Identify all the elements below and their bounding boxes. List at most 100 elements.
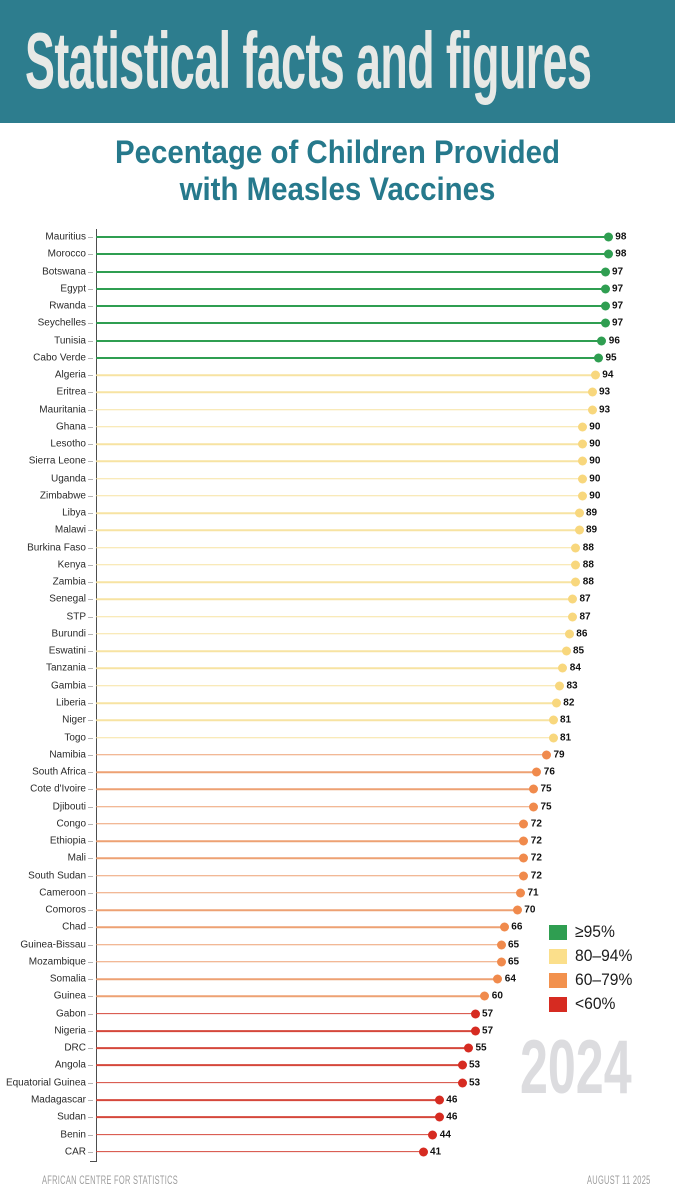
value-label: 81 xyxy=(560,732,572,744)
country-label: Congo xyxy=(56,818,86,830)
lollipop-line xyxy=(96,460,583,463)
lollipop-dot xyxy=(548,715,558,725)
row-tick xyxy=(88,236,93,238)
row-tick xyxy=(88,703,93,704)
lollipop-line xyxy=(96,477,583,480)
row-tick xyxy=(88,1134,93,1136)
chart-row: Cameroon 71 xyxy=(0,884,675,901)
country-label: Burundi xyxy=(51,628,86,640)
row-tick xyxy=(88,254,93,256)
lollipop-dot xyxy=(555,681,564,691)
value-label: 95 xyxy=(605,352,617,364)
country-label: Uganda xyxy=(50,473,86,485)
lollipop-line xyxy=(96,667,563,670)
lollipop-line xyxy=(96,305,605,308)
lollipop-dot xyxy=(434,1095,444,1105)
value-label: 97 xyxy=(612,266,624,277)
value-label: 98 xyxy=(615,248,627,260)
legend-item: ≥95% xyxy=(549,920,637,944)
value-label: 87 xyxy=(579,611,591,623)
country-label: Cote d'Ivoire xyxy=(30,783,86,795)
value-label: 72 xyxy=(530,835,542,847)
row-tick xyxy=(88,910,93,912)
lollipop-line xyxy=(96,598,573,601)
lollipop-line xyxy=(96,443,583,445)
country-label: Senegal xyxy=(49,593,86,605)
chart-row: Guinea 60 xyxy=(0,988,675,1005)
value-label: 88 xyxy=(582,559,594,571)
value-label: 81 xyxy=(560,714,572,726)
lollipop-line xyxy=(96,788,534,791)
country-label: South Sudan xyxy=(28,870,86,882)
legend-label: 80–94% xyxy=(575,946,633,965)
legend-swatch xyxy=(549,972,567,988)
lollipop-line xyxy=(96,322,605,325)
row-tick xyxy=(88,685,93,687)
country-label: Madagascar xyxy=(30,1094,86,1106)
lollipop-line xyxy=(96,633,570,635)
row-tick xyxy=(88,616,93,618)
chart-row: Uganda 90 xyxy=(0,470,675,487)
lollipop-line xyxy=(96,1064,462,1067)
chart-row: Somalia 64 xyxy=(0,971,675,988)
lollipop-line xyxy=(96,1133,433,1136)
row-tick xyxy=(88,357,93,359)
value-label: 90 xyxy=(589,455,601,467)
value-label: 90 xyxy=(589,490,601,502)
country-label: Benin xyxy=(60,1129,86,1140)
chart-title-line2: with Measles Vaccines xyxy=(179,171,496,207)
value-label: 89 xyxy=(586,507,598,519)
lollipop-line xyxy=(96,978,498,980)
country-label: Algeria xyxy=(54,369,86,381)
country-label: Sudan xyxy=(57,1111,86,1123)
lollipop-line xyxy=(96,874,524,877)
row-tick xyxy=(88,599,93,601)
lollipop-line xyxy=(96,339,602,342)
value-label: 87 xyxy=(579,593,591,605)
lollipop-dot xyxy=(457,1078,467,1088)
chart-row: Gambia 83 xyxy=(0,677,675,694)
lollipop-line xyxy=(96,581,576,583)
value-label: 85 xyxy=(573,645,585,657)
row-tick xyxy=(88,306,93,308)
lollipop-line xyxy=(96,805,534,808)
lollipop-dot xyxy=(600,284,610,294)
lollipop-dot xyxy=(529,784,538,794)
lollipop-dot xyxy=(574,525,584,535)
country-label: Liberia xyxy=(55,697,86,709)
country-label: STP xyxy=(66,611,86,623)
country-label: Tanzania xyxy=(45,662,86,674)
country-label: Angola xyxy=(54,1059,86,1071)
chart-row: Sudan 46 xyxy=(0,1109,675,1126)
lollipop-dot xyxy=(597,336,607,346)
lollipop-line xyxy=(96,857,524,860)
row-tick xyxy=(88,444,93,446)
chart-row: Seychelles 97 xyxy=(0,315,675,332)
chart-title-line1: Pecentage of Children Provided xyxy=(115,134,560,170)
lollipop-line xyxy=(96,1099,440,1101)
value-label: 72 xyxy=(530,818,542,830)
legend-swatch xyxy=(549,924,567,940)
country-label: Zambia xyxy=(52,576,86,588)
chart-row: Tunisia 96 xyxy=(0,332,675,349)
value-label: 97 xyxy=(612,317,624,329)
country-label: Somalia xyxy=(49,973,86,985)
value-label: 60 xyxy=(491,990,503,1002)
lollipop-dot xyxy=(564,629,574,639)
value-label: 83 xyxy=(566,680,578,692)
chart-row: Sierra Leone 90 xyxy=(0,453,675,470)
country-label: DRC xyxy=(64,1042,86,1054)
chart-row: DRC 55 xyxy=(0,1040,675,1057)
chart-row: Zimbabwe 90 xyxy=(0,487,675,504)
lollipop-dot xyxy=(558,663,568,673)
lollipop-dot xyxy=(600,318,610,328)
lollipop-dot xyxy=(561,646,571,656)
row-tick xyxy=(88,409,93,411)
lollipop-dot xyxy=(577,422,587,432)
value-label: 75 xyxy=(540,783,552,795)
row-tick xyxy=(88,582,93,584)
lollipop-line xyxy=(96,287,605,290)
row-tick xyxy=(88,772,93,774)
row-tick xyxy=(88,530,93,532)
country-label: Eritrea xyxy=(56,386,86,398)
